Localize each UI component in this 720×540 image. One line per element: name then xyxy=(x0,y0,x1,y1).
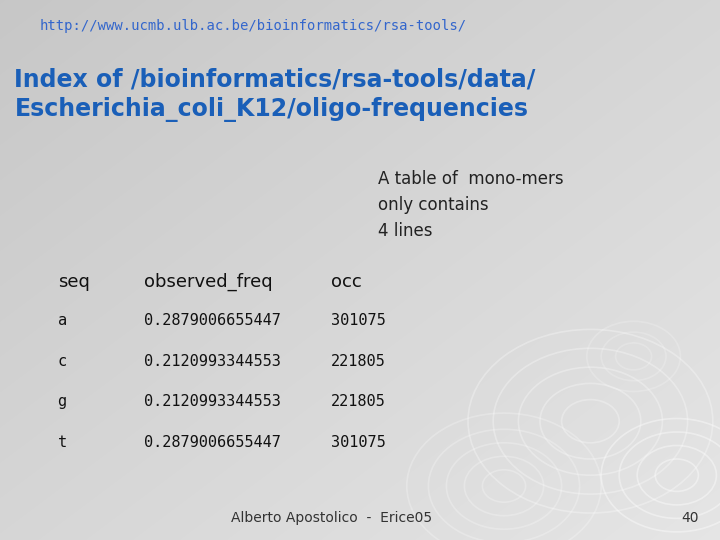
Text: g: g xyxy=(58,394,67,409)
Text: Index of /bioinformatics/rsa-tools/data/
Escherichia_coli_K12/oligo-frequencies: Index of /bioinformatics/rsa-tools/data/… xyxy=(14,68,536,122)
Text: observed_freq: observed_freq xyxy=(144,273,273,291)
Text: seq: seq xyxy=(58,273,89,291)
Text: 221805: 221805 xyxy=(331,394,386,409)
Text: 0.2879006655447: 0.2879006655447 xyxy=(144,435,281,450)
Text: 301075: 301075 xyxy=(331,313,386,328)
Text: occ: occ xyxy=(331,273,362,291)
Text: http://www.ucmb.ulb.ac.be/bioinformatics/rsa-tools/: http://www.ucmb.ulb.ac.be/bioinformatics… xyxy=(40,19,467,33)
Text: t: t xyxy=(58,435,67,450)
Text: 0.2879006655447: 0.2879006655447 xyxy=(144,313,281,328)
Text: c: c xyxy=(58,354,67,369)
Text: A table of  mono-mers
only contains
4 lines: A table of mono-mers only contains 4 lin… xyxy=(378,170,564,240)
Text: 221805: 221805 xyxy=(331,354,386,369)
Text: 301075: 301075 xyxy=(331,435,386,450)
Text: a: a xyxy=(58,313,67,328)
Text: 0.2120993344553: 0.2120993344553 xyxy=(144,394,281,409)
Text: 40: 40 xyxy=(681,511,698,525)
Text: 0.2120993344553: 0.2120993344553 xyxy=(144,354,281,369)
Text: Alberto Apostolico  -  Erice05: Alberto Apostolico - Erice05 xyxy=(230,511,432,525)
